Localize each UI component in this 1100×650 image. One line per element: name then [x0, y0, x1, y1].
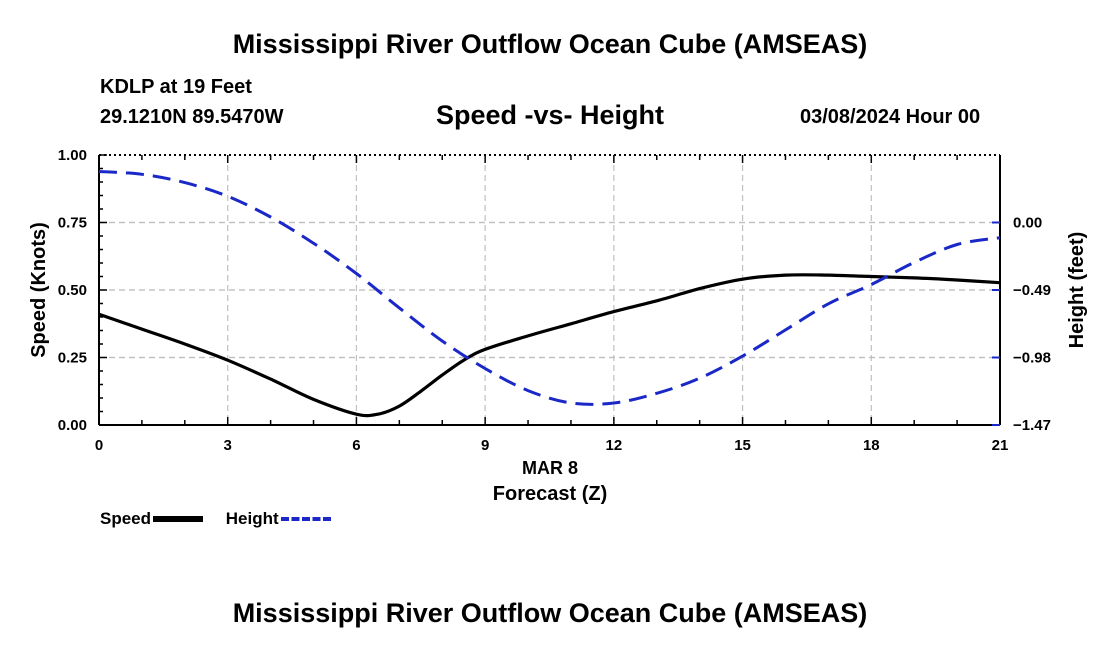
x-tick-label: 9: [481, 437, 489, 454]
x-tick-label: 6: [352, 437, 360, 454]
series-line-height: [98, 170, 1001, 406]
legend-height: Height: [226, 509, 331, 529]
y-tick-label: 0.25: [58, 350, 87, 367]
x-tick-label: 3: [224, 437, 232, 454]
legend-speed: Speed: [100, 509, 204, 529]
chart-subtitle: Speed -vs- Height: [435, 100, 665, 130]
main-title: Mississippi River Outflow Ocean Cube (AM…: [232, 29, 868, 59]
legend-speed-label: Speed: [100, 509, 152, 528]
y2-tick-label: −0.98: [1013, 350, 1051, 367]
legend-speed-swatch: [153, 516, 204, 522]
y-axis-label: Speed (Knots): [28, 222, 50, 358]
y-tick-label: 0.00: [58, 417, 87, 434]
legend-height-swatch: [280, 517, 331, 521]
y-tick-label: 1.00: [58, 147, 87, 164]
x-tick-label: 18: [863, 437, 880, 454]
legend-height-label: Height: [225, 509, 279, 528]
x-tick-label: 0: [95, 437, 103, 454]
y2-tick-label: 0.00: [1013, 215, 1042, 232]
x-tick-label: 12: [606, 437, 623, 454]
y2-tick-label: −0.49: [1013, 282, 1051, 299]
x-axis-label: Forecast (Z): [493, 483, 607, 505]
x-tick-label: 15: [734, 437, 751, 454]
y2-axis-label: Height (feet): [1066, 232, 1088, 349]
station-label: KDLP at 19 Feet: [100, 76, 252, 98]
y-tick-label: 0.75: [58, 215, 87, 232]
y-tick-label: 0.50: [58, 282, 87, 299]
datetime-label: 03/08/2024 Hour 00: [800, 106, 981, 128]
chart-legend: Speed Height: [100, 509, 349, 529]
x-sublabel: MAR 8: [522, 458, 578, 478]
bottom-title: Mississippi River Outflow Ocean Cube (AM…: [232, 598, 868, 628]
x-tick-label: 21: [992, 437, 1009, 454]
y2-tick-label: −1.47: [1013, 417, 1051, 434]
coordinates-label: 29.1210N 89.5470W: [100, 106, 284, 128]
series-line-speed: [98, 273, 1001, 418]
